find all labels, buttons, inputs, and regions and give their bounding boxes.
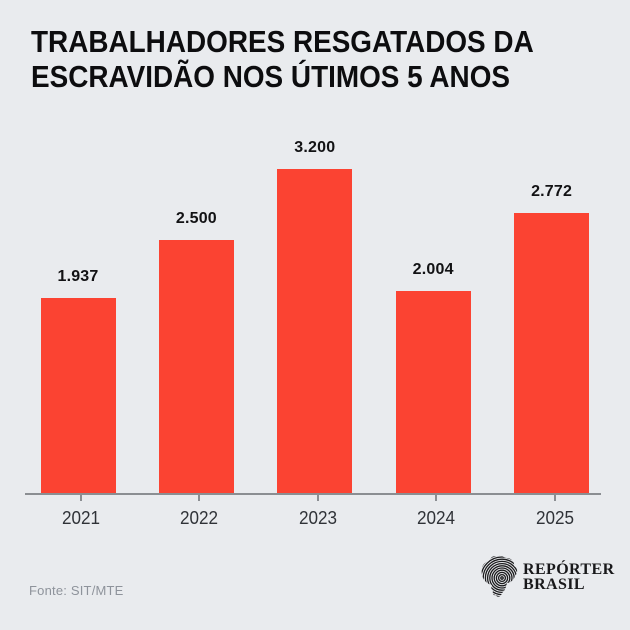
chart-title-line2: ESCRAVIDÃO NOS ÚTIMOS 5 ANOS [31, 59, 511, 94]
bar-2022 [158, 240, 234, 494]
category-label-2022: 2022 [180, 508, 219, 528]
axis-tick-2025 [553, 495, 556, 501]
bar-2023 [277, 169, 353, 494]
value-label-2021: 1.937 [57, 268, 99, 285]
chart-title: TRABALHADORES RESGATADOS DA ESCRAVIDÃO N… [31, 24, 534, 94]
logo-wordmark: REPÓRTER BRASIL [523, 560, 615, 593]
axis-tick-2024 [435, 495, 438, 501]
value-label-2025: 2.772 [531, 183, 573, 200]
category-label-2021: 2021 [61, 508, 101, 528]
logo-line1: REPÓRTER [523, 560, 615, 578]
value-label-2022: 2.500 [175, 210, 217, 227]
axis-tick-2021 [80, 495, 82, 501]
bar-2024 [395, 291, 471, 494]
logo-line2: BRASIL [523, 575, 585, 593]
source-note: Fonte: SIT/MTE [29, 583, 124, 598]
category-label-2025: 2025 [535, 508, 574, 528]
bar-2025 [514, 213, 590, 494]
value-label-2024: 2.004 [412, 261, 454, 278]
value-label-2023: 3.200 [294, 139, 336, 156]
bar-2021 [40, 298, 116, 494]
reporter-brasil-logo: REPÓRTER BRASIL [479, 554, 615, 599]
axis-tick-2023 [316, 495, 319, 501]
category-label-2024: 2024 [417, 508, 456, 528]
category-label-2023: 2023 [298, 508, 337, 528]
axis-tick-2022 [198, 495, 201, 501]
x-axis-line [25, 493, 601, 495]
chart-title-line1: TRABALHADORES RESGATADOS DA [31, 24, 534, 59]
brazil-fingerprint-icon [481, 555, 518, 597]
